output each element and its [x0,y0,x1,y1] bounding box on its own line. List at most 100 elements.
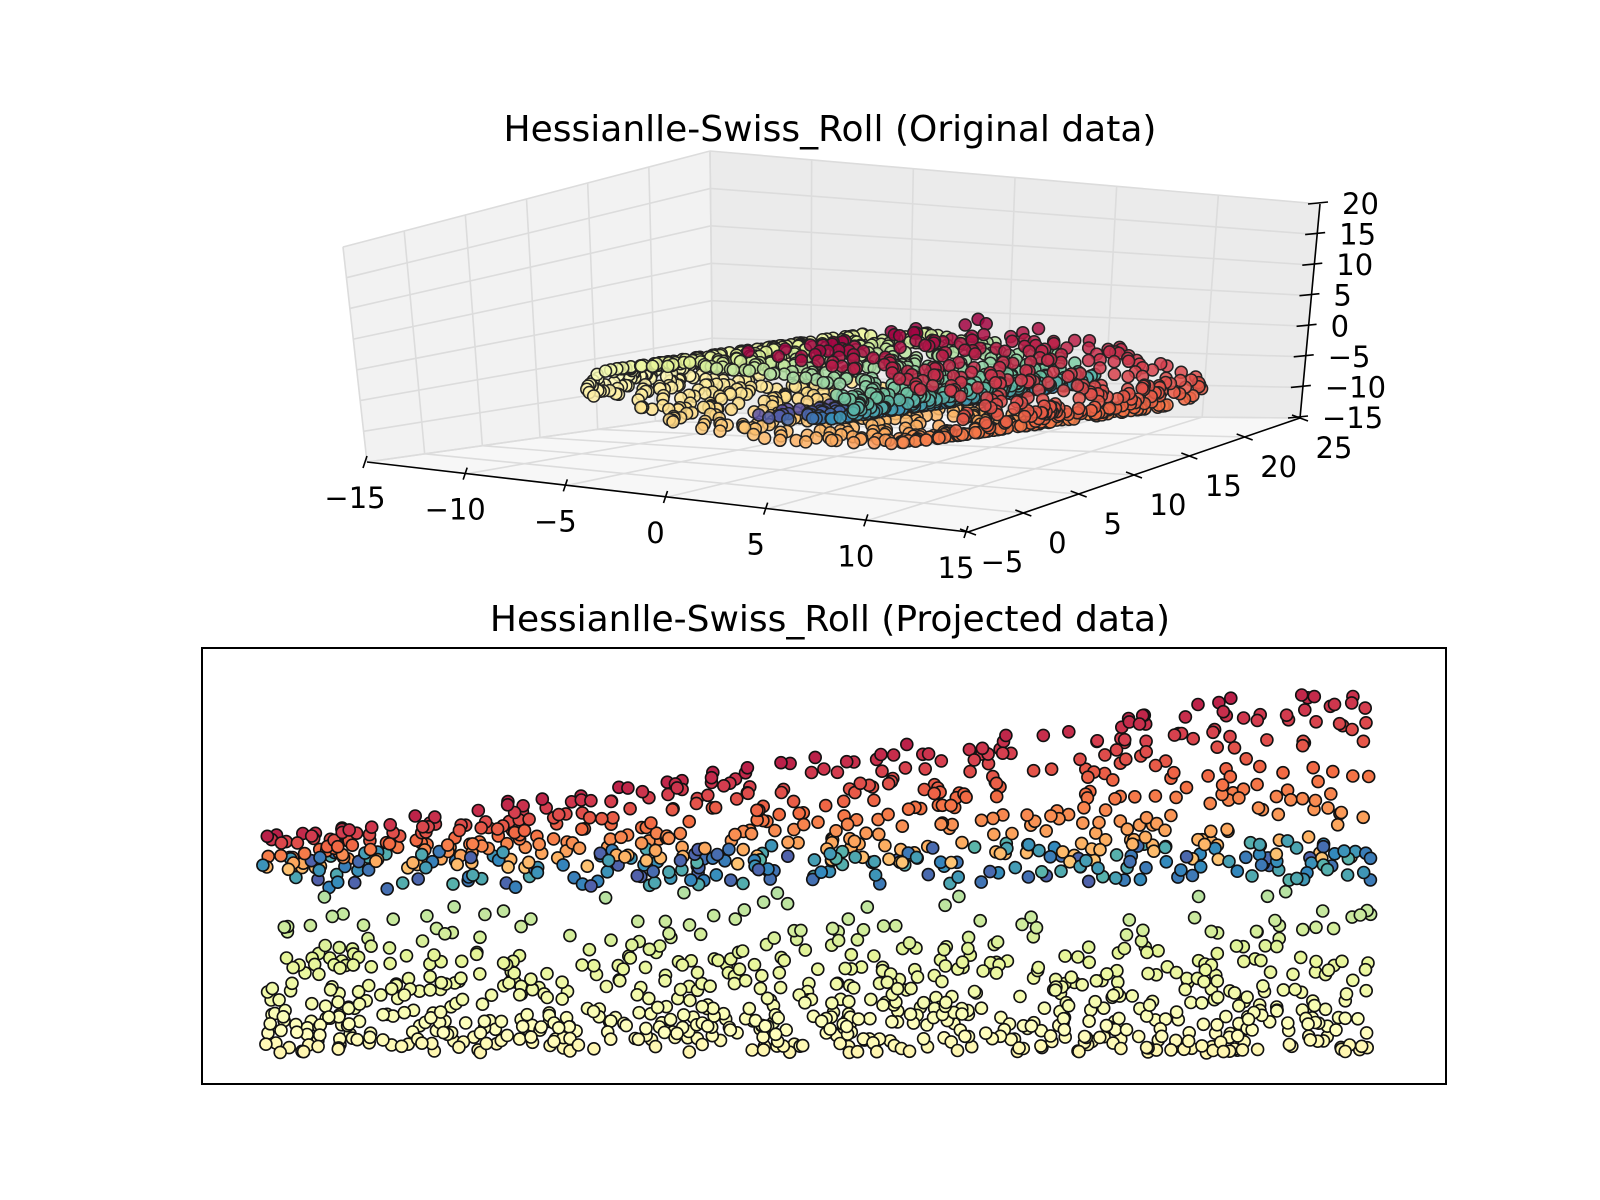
point-2d [1185,868,1200,883]
point-3d [1061,369,1075,384]
point-2d [571,1038,586,1052]
point-2d [700,1019,715,1033]
point-2d [575,958,589,972]
point-2d [704,770,719,785]
point-2d [1229,939,1244,953]
point-2d [1276,983,1291,997]
point-2d [1090,733,1105,748]
point-2d [1332,716,1347,731]
point-2d [606,810,620,825]
point-3d [741,344,756,359]
point-2d [863,1011,877,1026]
point-3d [1040,353,1055,367]
point-2d [1082,955,1096,970]
point-2d [530,865,545,880]
point-2d [1093,842,1107,857]
point-2d [1159,854,1174,869]
point-2d [500,1028,515,1043]
point-2d [484,988,499,1003]
point-2d [630,987,645,1002]
point-2d [478,907,492,922]
point-2d [256,858,270,873]
point-2d [1236,711,1251,725]
point-2d [670,781,684,795]
point-2d [961,930,976,945]
point-2d [1216,1044,1231,1059]
point-2d [473,930,487,945]
point-2d [551,807,566,822]
point-2d [594,811,609,826]
point-2d [1043,1029,1058,1043]
point-2d [547,1034,561,1049]
point-2d [1043,849,1058,864]
point-3d [824,433,839,448]
point-2d [934,754,949,768]
point-2d [1210,990,1225,1005]
point-2d [1241,1012,1256,1027]
point-2d [1276,765,1290,780]
point-2d [555,975,569,990]
point-2d [1206,725,1220,740]
point-2d [1106,988,1121,1003]
point-3d [847,362,861,376]
point-2d [454,971,468,986]
point-2d [1346,769,1360,783]
point-2d [1089,973,1104,988]
point-2d [1179,780,1194,795]
scatter-3d-plot: Hessianlle-Swiss_Roll (Original data) −1… [324,109,1386,585]
point-2d [260,829,275,844]
pane-left [342,150,714,463]
point-2d [1073,752,1087,767]
point-2d [274,848,288,863]
point-2d [604,933,618,948]
point-2d [1260,889,1275,904]
point-2d [786,794,801,809]
point-2d [1071,950,1085,964]
point-2d [818,798,833,813]
point-2d [1100,967,1114,981]
point-2d [740,760,755,775]
point-3d [1031,321,1046,336]
point-2d [382,941,397,955]
point-2d [415,1036,429,1050]
point-3d [699,359,713,374]
grid-line [353,262,1312,340]
point-2d [587,1042,601,1056]
z-tick-label: 10 [1336,248,1373,282]
point-3d [771,349,786,364]
point-2d [1329,1023,1343,1037]
point-2d [951,870,966,884]
point-2d [454,954,469,969]
point-2d [1061,998,1076,1013]
point-2d [1309,954,1323,969]
point-2d [408,809,423,823]
point-2d [420,909,434,923]
point-2d [263,1016,278,1031]
point-2d [850,1044,865,1059]
point-2d [1294,688,1309,702]
point-2d [838,961,853,976]
point-2d [411,872,426,886]
point-2d [438,926,452,941]
point-2d [665,802,680,817]
point-2d [989,789,1004,804]
point-2d [989,776,1004,791]
point-2d [682,814,697,829]
point-2d [1290,871,1304,886]
point-2d [471,803,486,818]
point-2d [1250,713,1265,728]
point-2d [1326,921,1341,936]
point-2d [279,951,294,965]
point-3d [742,364,757,378]
point-2d [938,959,953,973]
point-3d [978,399,992,413]
point-2d [1114,1041,1128,1056]
point-3d [998,344,1012,359]
point-2d [876,919,891,933]
point-2d [1251,801,1266,815]
point-2d [1309,920,1323,935]
point-2d [427,948,441,962]
point-2d [1169,965,1184,980]
point-2d [1239,751,1253,766]
z-tick-label: −15 [1322,401,1383,435]
